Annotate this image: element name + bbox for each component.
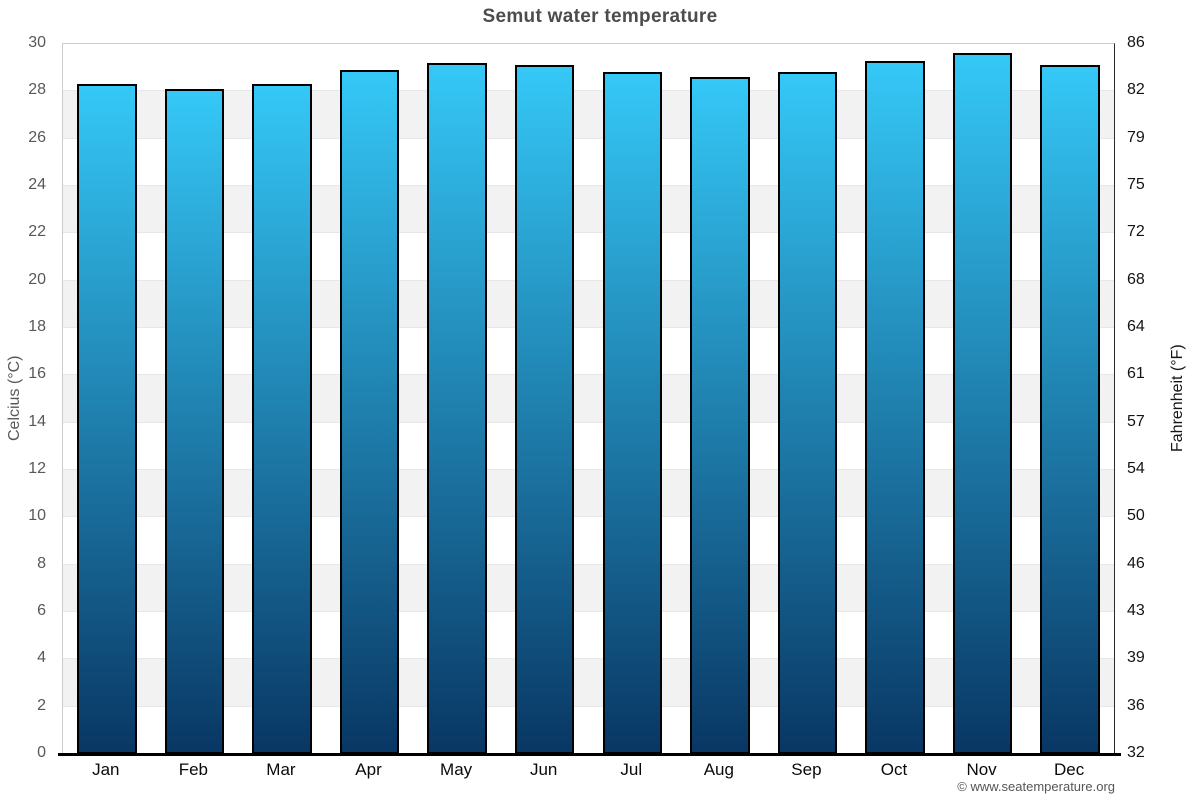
- plot-band: [63, 280, 1114, 328]
- ytick-celsius-20: 20: [28, 270, 46, 288]
- plot-band: [63, 470, 1114, 518]
- ytick-celsius-4: 4: [37, 649, 46, 667]
- ytick-celsius-12: 12: [28, 460, 46, 477]
- plot-area: [58, 43, 1121, 756]
- ytick-fahrenheit-46: 46: [1127, 554, 1145, 572]
- x-label-jul: Jul: [620, 760, 643, 779]
- ytick-fahrenheit-86: 86: [1127, 34, 1145, 51]
- ytick-fahrenheit-79: 79: [1127, 128, 1145, 146]
- bar-jun: [514, 65, 575, 754]
- gridline: [63, 516, 1114, 518]
- x-label-sep: Sep: [791, 760, 822, 779]
- x-label-nov: Nov: [966, 760, 997, 779]
- x-label-dec: Dec: [1054, 760, 1085, 779]
- x-axis-line: [58, 753, 1121, 756]
- gridline: [63, 185, 1114, 186]
- ytick-fahrenheit-75: 75: [1127, 176, 1145, 193]
- ytick-celsius-6: 6: [37, 602, 46, 619]
- ytick-celsius-22: 22: [28, 223, 46, 241]
- plot-band: [63, 375, 1114, 423]
- plot-band: [63, 659, 1114, 707]
- gridline: [63, 611, 1114, 612]
- bar-jan: [77, 84, 137, 754]
- bar-jul: [602, 72, 663, 754]
- x-label-may: May: [440, 760, 473, 779]
- x-label-feb: Feb: [178, 760, 209, 779]
- ytick-fahrenheit-39: 39: [1127, 649, 1145, 667]
- ytick-fahrenheit-43: 43: [1127, 602, 1145, 619]
- gridline: [63, 421, 1114, 423]
- y-axis-ticks-fahrenheit: 86 82 79 75 72 68 64 61 57 54 50 46 43 39 36 32: [1120, 34, 1194, 761]
- x-label-jan: Jan: [92, 760, 120, 779]
- ytick-fahrenheit-36: 36: [1127, 696, 1145, 714]
- bar-sep: [777, 72, 838, 754]
- plot-band: [63, 91, 1114, 139]
- ytick-celsius-24: 24: [28, 176, 46, 193]
- ytick-celsius-2: 2: [37, 696, 46, 714]
- ytick-fahrenheit-64: 64: [1127, 318, 1145, 335]
- gridline: [63, 90, 1114, 92]
- bar-aug: [690, 77, 750, 754]
- x-label-oct: Oct: [880, 760, 908, 779]
- x-label-mar: Mar: [266, 760, 296, 779]
- watermark-link[interactable]: © www.seatemperature.org: [957, 779, 1115, 794]
- chart-title: Semut water temperature: [482, 6, 718, 27]
- ytick-celsius-8: 8: [37, 554, 46, 572]
- x-label-aug: Aug: [703, 760, 734, 779]
- gridline: [63, 137, 1114, 139]
- bar-mar: [252, 84, 312, 754]
- gridline: [63, 658, 1114, 660]
- bar-may: [427, 62, 487, 754]
- plot-band: [63, 186, 1114, 234]
- ytick-fahrenheit-72: 72: [1127, 223, 1145, 241]
- ytick-celsius-30: 30: [28, 34, 46, 51]
- ytick-fahrenheit-82: 82: [1127, 81, 1145, 99]
- gridline: [63, 469, 1114, 470]
- bar-oct: [865, 60, 925, 754]
- bar-dec: [1040, 65, 1100, 754]
- ytick-celsius-10: 10: [28, 507, 46, 525]
- ytick-celsius-14: 14: [28, 412, 46, 430]
- ytick-fahrenheit-68: 68: [1127, 270, 1145, 288]
- ytick-celsius-28: 28: [28, 81, 46, 99]
- bar-apr: [339, 70, 400, 754]
- y-axis-ticks-celsius: 30 28 26 24 22 20 18 16 14 12 10 8 6 4 2 0: [0, 34, 54, 761]
- ytick-fahrenheit-57: 57: [1127, 412, 1145, 430]
- ytick-fahrenheit-50: 50: [1127, 507, 1145, 525]
- gridline: [63, 563, 1114, 565]
- bar-nov: [952, 53, 1013, 754]
- ytick-celsius-0: 0: [37, 744, 46, 761]
- gridline: [63, 705, 1114, 707]
- ytick-fahrenheit-61: 61: [1127, 365, 1145, 383]
- ytick-fahrenheit-54: 54: [1127, 460, 1145, 477]
- gridline: [63, 279, 1114, 281]
- x-label-apr: Apr: [355, 760, 382, 779]
- x-label-jun: Jun: [529, 760, 558, 779]
- gridline: [63, 327, 1114, 328]
- gridline: [63, 374, 1114, 376]
- plot-band: [63, 564, 1114, 612]
- gridline: [63, 232, 1114, 234]
- ytick-celsius-18: 18: [28, 318, 46, 335]
- bar-feb: [164, 88, 225, 754]
- ytick-fahrenheit-32: 32: [1127, 744, 1145, 761]
- ytick-celsius-16: 16: [28, 365, 46, 383]
- x-axis-labels: Jan Feb Mar Apr May Jun Jul Aug Sep Oct Nov Dec: [62, 760, 1113, 780]
- ytick-celsius-26: 26: [28, 128, 46, 146]
